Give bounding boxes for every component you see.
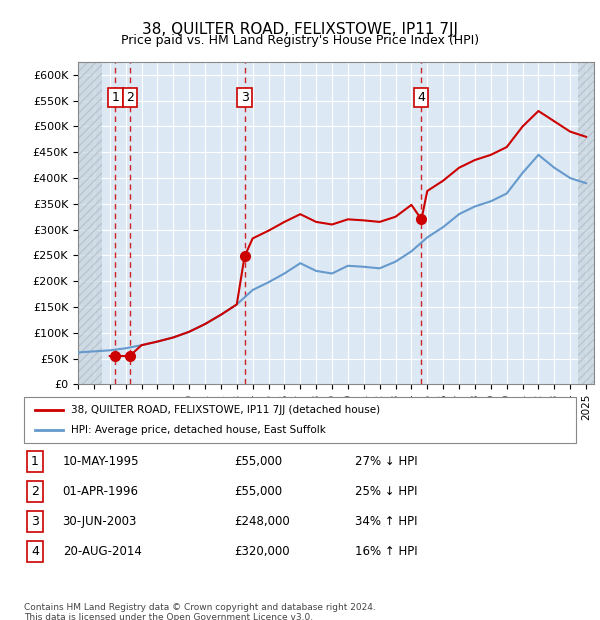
Text: 16% ↑ HPI: 16% ↑ HPI	[355, 545, 418, 558]
Text: Price paid vs. HM Land Registry's House Price Index (HPI): Price paid vs. HM Land Registry's House …	[121, 34, 479, 47]
Text: 1: 1	[112, 91, 119, 104]
Text: 4: 4	[31, 545, 39, 558]
Text: £55,000: £55,000	[234, 485, 282, 498]
Text: 01-APR-1996: 01-APR-1996	[62, 485, 139, 498]
Text: HPI: Average price, detached house, East Suffolk: HPI: Average price, detached house, East…	[71, 425, 326, 435]
Bar	[78, 62, 110, 384]
Text: 2: 2	[125, 91, 134, 104]
Text: 38, QUILTER ROAD, FELIXSTOWE, IP11 7JJ (detached house): 38, QUILTER ROAD, FELIXSTOWE, IP11 7JJ (…	[71, 405, 380, 415]
Text: 20-AUG-2014: 20-AUG-2014	[62, 545, 142, 558]
Text: Contains HM Land Registry data © Crown copyright and database right 2024.
This d: Contains HM Land Registry data © Crown c…	[24, 603, 376, 620]
Text: 10-MAY-1995: 10-MAY-1995	[62, 455, 139, 468]
Text: 4: 4	[418, 91, 425, 104]
Text: 27% ↓ HPI: 27% ↓ HPI	[355, 455, 418, 468]
Bar	[78, 62, 102, 384]
Text: 30-JUN-2003: 30-JUN-2003	[62, 515, 137, 528]
Text: 1: 1	[31, 455, 39, 468]
Text: 2: 2	[31, 485, 39, 498]
Text: 38, QUILTER ROAD, FELIXSTOWE, IP11 7JJ: 38, QUILTER ROAD, FELIXSTOWE, IP11 7JJ	[142, 22, 458, 37]
Text: £320,000: £320,000	[234, 545, 289, 558]
Text: 25% ↓ HPI: 25% ↓ HPI	[355, 485, 418, 498]
Text: 3: 3	[31, 515, 39, 528]
Text: £55,000: £55,000	[234, 455, 282, 468]
Text: £248,000: £248,000	[234, 515, 290, 528]
Text: 3: 3	[241, 91, 248, 104]
FancyBboxPatch shape	[24, 397, 576, 443]
Bar	[578, 62, 594, 384]
Text: 34% ↑ HPI: 34% ↑ HPI	[355, 515, 418, 528]
